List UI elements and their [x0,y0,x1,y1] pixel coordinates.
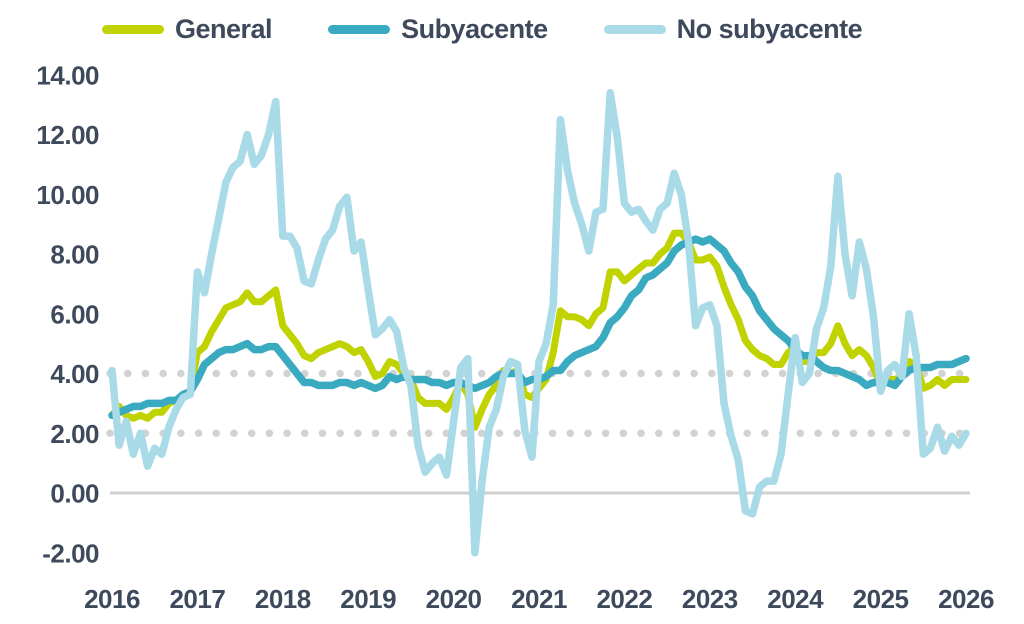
y-tick-6.00: 6.00 [50,299,99,329]
x-tick-2022: 2022 [596,584,652,614]
x-tick-2024: 2024 [767,584,824,614]
x-tick-2020: 2020 [426,584,482,614]
y-tick-0.00: 0.00 [50,479,99,509]
y-tick-4.00: 4.00 [50,359,99,389]
x-tick-2018: 2018 [255,584,311,614]
y-axis-labels: 14.00 12.00 10.00 8.00 6.00 4.00 2.00 0.00 -2.00 [36,60,99,568]
legend-item-general: General [102,14,273,45]
series-lines [108,88,970,557]
y-tick-12.00: 12.00 [36,120,99,150]
legend-label-no-subyacente: No subyacente [676,14,863,44]
x-tick-2025: 2025 [853,584,909,614]
y-tick-2.00: 2.00 [50,419,99,449]
legend-label-general: General [175,14,273,44]
x-tick-2026: 2026 [938,584,994,614]
reference-lines [106,369,974,495]
legend-swatch-no-subyacente [603,25,666,34]
x-tick-2023: 2023 [682,584,738,614]
x-tick-2016: 2016 [84,584,140,614]
legend-label-subyacente: Subyacente [401,14,548,44]
y-tick-8.00: 8.00 [50,240,99,270]
legend-swatch-general [102,25,164,34]
chart-legend: General Subyacente No subyacente [102,14,863,45]
legend-item-subyacente: Subyacente [328,14,548,45]
x-axis-labels: 2016 2017 2018 2019 2020 2021 2022 2023 2024 2025… [84,584,994,614]
series-line-no_subyacente [108,88,970,557]
legend-swatch-subyacente [328,25,391,34]
x-tick-2017: 2017 [169,584,225,614]
y-tick-10.00: 10.00 [36,180,99,210]
x-tick-2019: 2019 [340,584,396,614]
y-tick--2.00: -2.00 [42,538,99,568]
x-tick-2021: 2021 [511,584,567,614]
legend-item-no-subyacente: No subyacente [603,14,863,45]
y-tick-14.00: 14.00 [36,60,99,90]
